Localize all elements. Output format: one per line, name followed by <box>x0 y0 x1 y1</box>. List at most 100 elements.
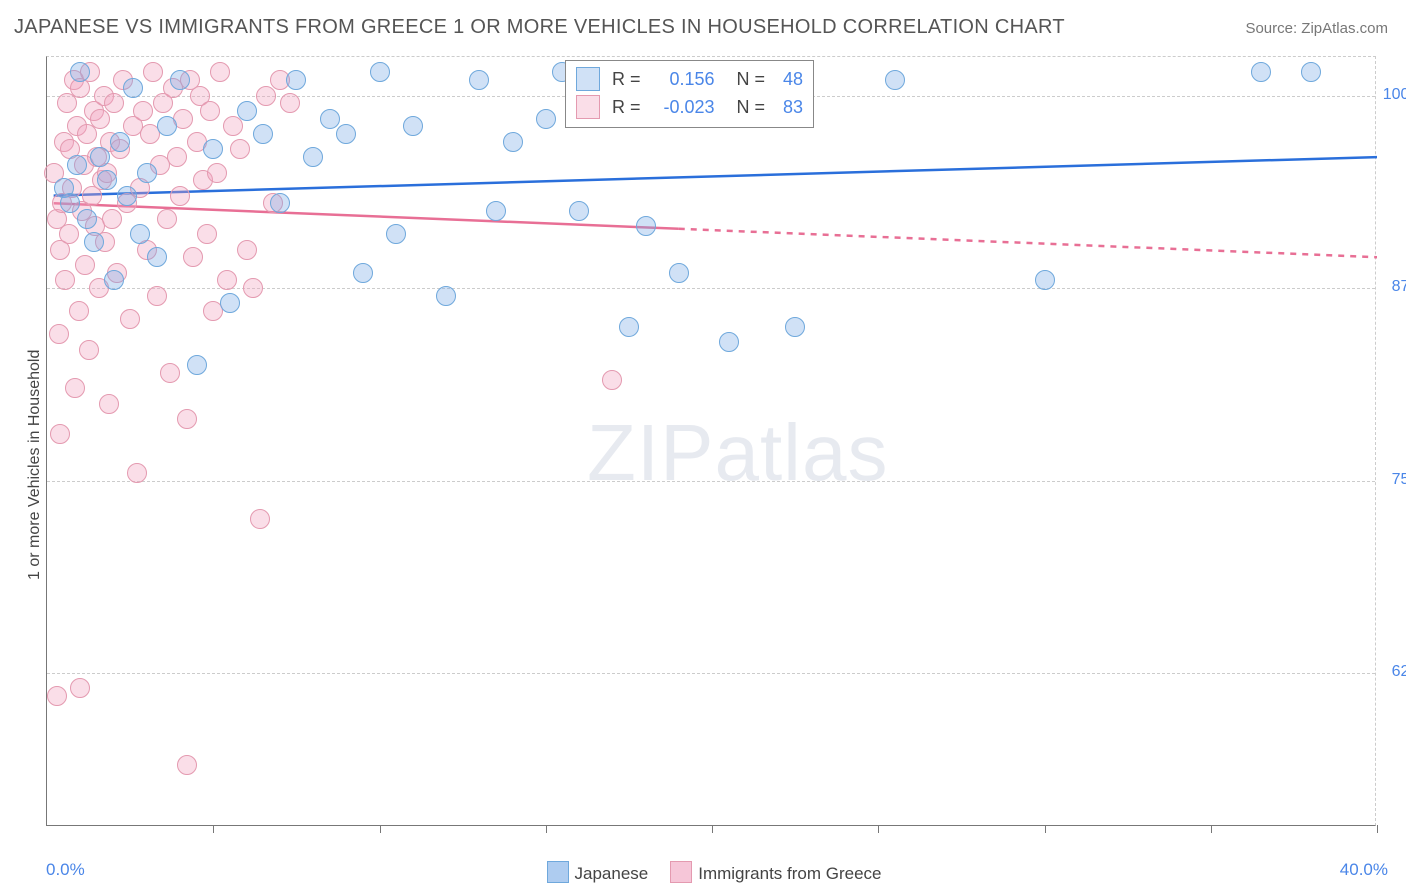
scatter-point <box>200 101 220 121</box>
scatter-point <box>170 70 190 90</box>
scatter-point <box>303 147 323 167</box>
scatter-point <box>177 409 197 429</box>
x-tick <box>1211 825 1212 833</box>
scatter-point <box>157 116 177 136</box>
stats-swatch <box>576 67 600 91</box>
scatter-point <box>207 163 227 183</box>
scatter-point <box>403 116 423 136</box>
scatter-point <box>75 255 95 275</box>
scatter-point <box>336 124 356 144</box>
scatter-point <box>217 270 237 290</box>
scatter-point <box>143 62 163 82</box>
scatter-point <box>253 124 273 144</box>
chart-title: JAPANESE VS IMMIGRANTS FROM GREECE 1 OR … <box>14 16 1065 39</box>
scatter-point <box>1035 270 1055 290</box>
trend-lines <box>47 57 1377 827</box>
scatter-point <box>97 170 117 190</box>
scatter-point <box>187 355 207 375</box>
scatter-point <box>67 155 87 175</box>
n-value: 83 <box>775 93 803 121</box>
grid-line <box>47 481 1375 482</box>
x-tick <box>213 825 214 833</box>
scatter-point <box>636 216 656 236</box>
scatter-point <box>102 209 122 229</box>
scatter-point <box>320 109 340 129</box>
legend-swatch <box>670 861 692 883</box>
scatter-point <box>90 109 110 129</box>
x-tick <box>546 825 547 833</box>
n-value: 48 <box>775 65 803 93</box>
scatter-point <box>183 247 203 267</box>
scatter-point <box>177 755 197 775</box>
scatter-point <box>785 317 805 337</box>
scatter-point <box>210 62 230 82</box>
n-label: N = <box>737 93 766 121</box>
scatter-point <box>147 247 167 267</box>
y-tick-label: 75.0% <box>1377 471 1406 489</box>
scatter-point <box>79 340 99 360</box>
scatter-point <box>1301 62 1321 82</box>
scatter-point <box>99 394 119 414</box>
y-axis-label: 1 or more Vehicles in Household <box>26 350 44 580</box>
scatter-point <box>133 101 153 121</box>
n-label: N = <box>737 65 766 93</box>
y-tick-label: 87.5% <box>1377 278 1406 296</box>
scatter-point <box>160 363 180 383</box>
scatter-point <box>84 232 104 252</box>
scatter-point <box>256 86 276 106</box>
scatter-point <box>220 293 240 313</box>
scatter-point <box>117 186 137 206</box>
scatter-point <box>104 93 124 113</box>
scatter-point <box>147 286 167 306</box>
scatter-point <box>50 424 70 444</box>
stats-swatch <box>576 95 600 119</box>
scatter-point <box>436 286 456 306</box>
scatter-point <box>70 678 90 698</box>
scatter-point <box>230 139 250 159</box>
scatter-point <box>243 278 263 298</box>
stats-box: R = 0.156 N = 48R = -0.023 N = 83 <box>565 60 814 128</box>
r-label: R = <box>612 65 641 93</box>
scatter-point <box>503 132 523 152</box>
x-tick <box>878 825 879 833</box>
scatter-point <box>137 163 157 183</box>
scatter-point <box>59 224 79 244</box>
scatter-point <box>353 263 373 283</box>
scatter-point <box>120 309 140 329</box>
scatter-point <box>203 139 223 159</box>
scatter-point <box>280 93 300 113</box>
x-tick <box>1045 825 1046 833</box>
x-tick <box>380 825 381 833</box>
scatter-point <box>885 70 905 90</box>
scatter-point <box>167 147 187 167</box>
scatter-point <box>719 332 739 352</box>
scatter-point <box>197 224 217 244</box>
legend-bottom: JapaneseImmigrants from Greece <box>0 861 1406 884</box>
scatter-point <box>536 109 556 129</box>
scatter-point <box>370 62 390 82</box>
y-tick-label: 62.5% <box>1377 663 1406 681</box>
scatter-point <box>47 686 67 706</box>
scatter-point <box>110 132 130 152</box>
legend-swatch <box>547 861 569 883</box>
scatter-point <box>569 201 589 221</box>
scatter-point <box>469 70 489 90</box>
scatter-point <box>486 201 506 221</box>
scatter-point <box>69 301 89 321</box>
x-tick <box>1377 825 1378 833</box>
r-value: -0.023 <box>651 93 715 121</box>
r-value: 0.156 <box>651 65 715 93</box>
scatter-point <box>286 70 306 90</box>
scatter-point <box>250 509 270 529</box>
scatter-point <box>49 324 69 344</box>
plot-area: ZIPatlas 62.5%75.0%87.5%100.0% <box>46 56 1376 826</box>
watermark: ZIPatlas <box>587 407 888 499</box>
scatter-point <box>223 116 243 136</box>
source-label: Source: ZipAtlas.com <box>1245 20 1388 37</box>
stats-row: R = 0.156 N = 48 <box>576 65 803 93</box>
scatter-point <box>237 240 257 260</box>
x-tick <box>712 825 713 833</box>
scatter-point <box>170 186 190 206</box>
grid-line <box>47 673 1375 674</box>
scatter-point <box>669 263 689 283</box>
